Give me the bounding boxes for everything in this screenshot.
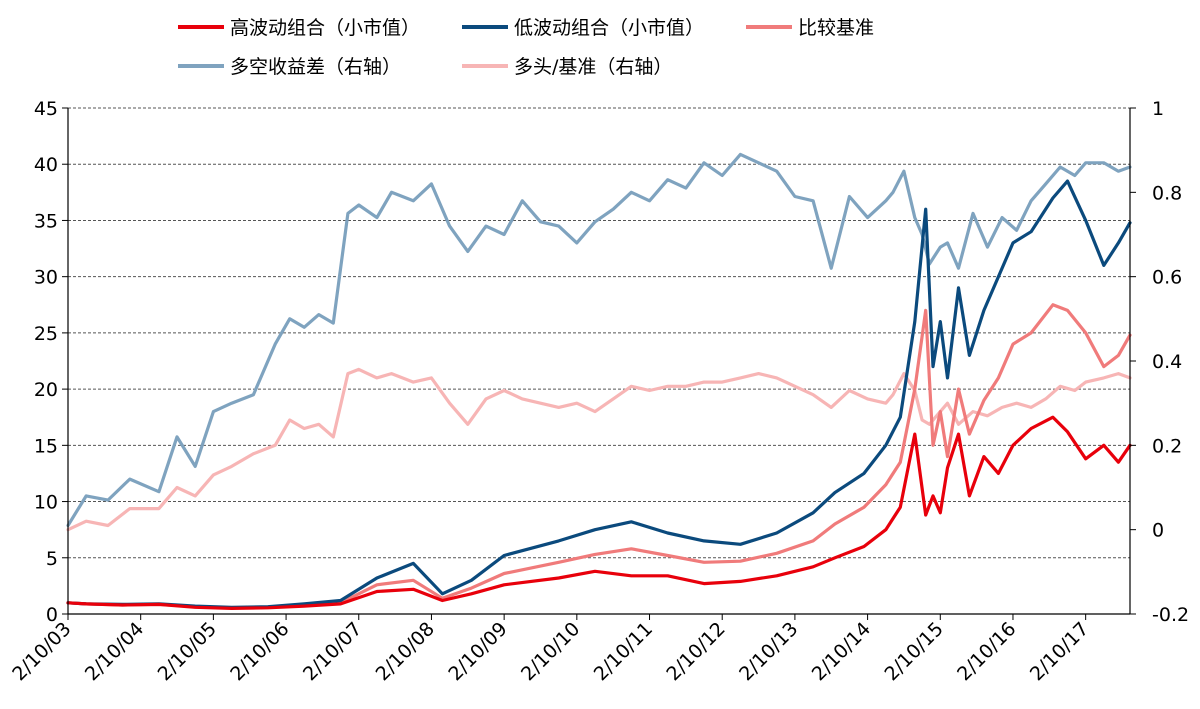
- legend-item: 多头/基准（右轴）: [462, 56, 672, 78]
- y-left-tick-label: 15: [34, 435, 58, 457]
- series-line-4: [66, 152, 1132, 528]
- x-tick-label: 2/10/05: [154, 618, 221, 685]
- x-tick-label: 2/10/15: [880, 618, 947, 685]
- legend-label: 比较基准: [798, 17, 874, 39]
- legend-label: 低波动组合（小市值）: [514, 17, 704, 39]
- y-right-tick-label: 0: [1152, 520, 1164, 542]
- y-left-tick-label: 35: [34, 210, 58, 232]
- y-right-tick-label: 0.6: [1152, 267, 1182, 289]
- x-tick-label: 2/10/09: [444, 618, 511, 685]
- y-right-tick-label: -0.2: [1152, 604, 1189, 626]
- x-tick-label: 2/10/08: [372, 618, 439, 685]
- x-tick-label: 2/10/17: [1026, 618, 1093, 685]
- series-line-5: [66, 367, 1132, 532]
- legend-label: 高波动组合（小市值）: [230, 17, 420, 39]
- left-y-axis-ticks: 0 5 10 15 20 25 30 35 40 45: [34, 98, 68, 626]
- axes: [67, 108, 1131, 615]
- series-lines: [66, 152, 1132, 610]
- x-tick-label: 2/10/16: [953, 618, 1020, 685]
- y-right-tick-label: 0.2: [1152, 435, 1182, 457]
- y-left-tick-label: 5: [46, 548, 58, 570]
- legend-item: 多空收益差（右轴）: [178, 56, 401, 78]
- legend-item: 低波动组合（小市值）: [462, 17, 704, 39]
- series-line-1: [66, 415, 1132, 610]
- y-left-tick-label: 10: [34, 492, 58, 514]
- x-tick-label: 2/10/14: [808, 618, 875, 685]
- y-right-tick-label: 0.4: [1152, 351, 1182, 373]
- x-tick-label: 2/10/04: [81, 618, 148, 685]
- y-right-tick-label: 0.8: [1152, 182, 1182, 204]
- y-left-tick-label: 0: [46, 604, 58, 626]
- series-line-2: [66, 179, 1132, 609]
- legend-item: 比较基准: [746, 17, 874, 39]
- right-y-axis-ticks: -0.2 0 0.2 0.4 0.6 0.8 1: [1130, 98, 1189, 626]
- x-tick-label: 2/10/07: [299, 618, 366, 685]
- x-tick-label: 2/10/10: [517, 618, 584, 685]
- y-left-tick-label: 20: [34, 379, 58, 401]
- legend-label: 多空收益差（右轴）: [230, 56, 401, 78]
- x-tick-label: 2/10/06: [226, 618, 293, 685]
- x-axis-ticks: 2/10/03 2/10/04 2/10/05 2/10/06 2/10/07 2/10/…: [8, 614, 1093, 685]
- x-tick-label: 2/10/03: [8, 618, 75, 685]
- legend-item: 高波动组合（小市值）: [178, 17, 420, 39]
- x-tick-label: 2/10/12: [662, 618, 729, 685]
- legend-label: 多头/基准（右轴）: [514, 56, 672, 78]
- x-tick-label: 2/10/13: [735, 618, 802, 685]
- y-left-tick-label: 45: [34, 98, 58, 120]
- y-left-tick-label: 30: [34, 267, 58, 289]
- y-left-tick-label: 25: [34, 323, 58, 345]
- y-right-tick-label: 1: [1152, 98, 1164, 120]
- y-left-tick-label: 40: [34, 154, 58, 176]
- x-tick-label: 2/10/11: [590, 618, 657, 685]
- gridlines: [68, 107, 1130, 559]
